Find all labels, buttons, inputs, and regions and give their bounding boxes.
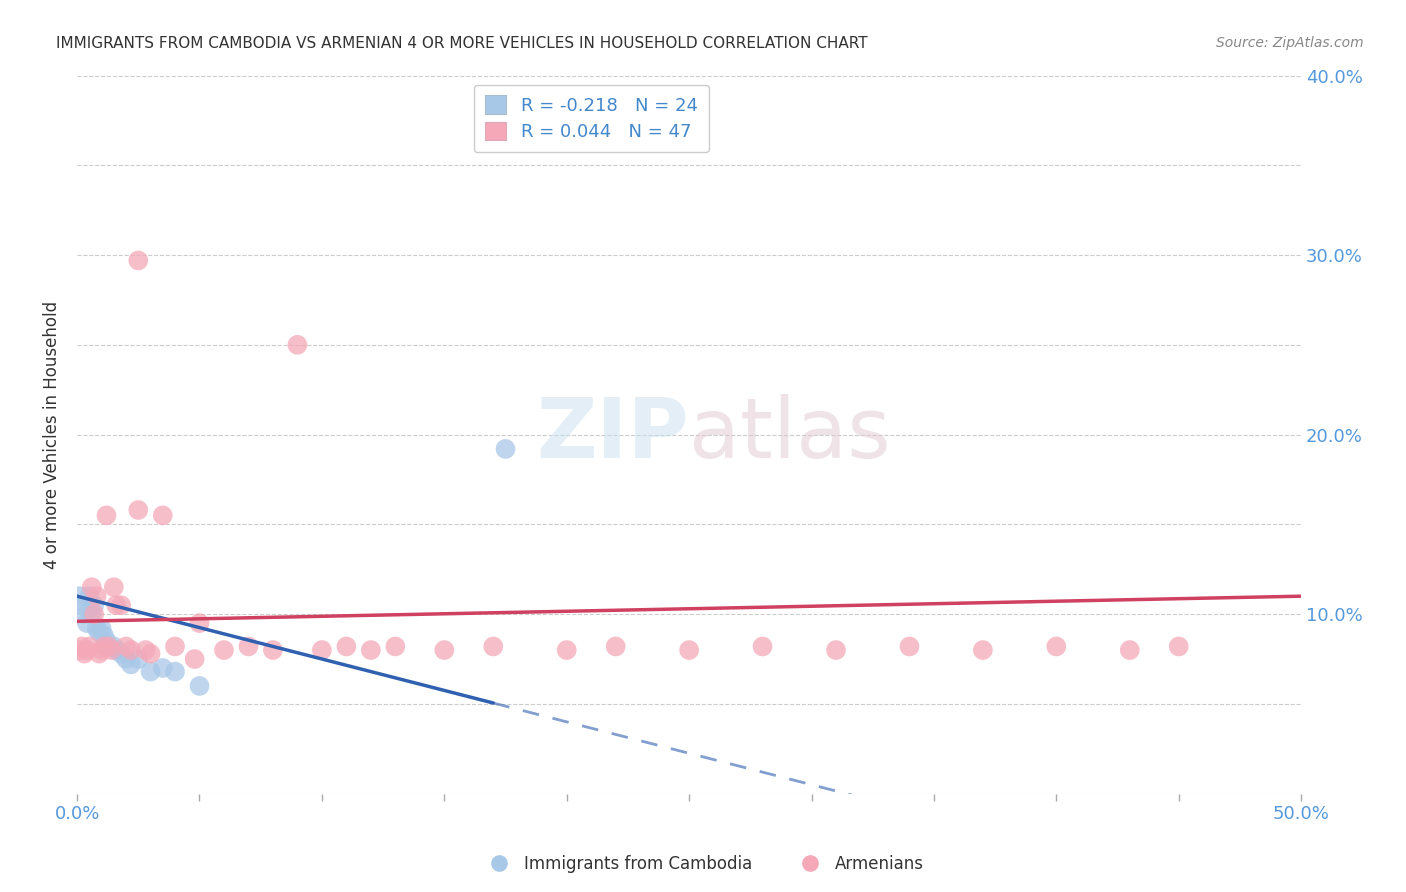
Point [73, 607, 96, 621]
Point [89, 625, 111, 640]
Point [96, 508, 118, 523]
Point [335, 640, 357, 654]
Point [825, 643, 848, 657]
Point [678, 643, 700, 657]
Point [127, 652, 149, 666]
Point [287, 338, 309, 352]
Y-axis label: 4 or more Vehicles in Household: 4 or more Vehicles in Household [44, 301, 60, 569]
Point [1045, 640, 1067, 654]
Point [70, 640, 93, 654]
Point [163, 640, 186, 654]
Point [212, 643, 235, 657]
Point [139, 647, 162, 661]
Point [183, 652, 205, 666]
Point [70, 598, 93, 612]
Point [80, 580, 103, 594]
Text: IMMIGRANTS FROM CAMBODIA VS ARMENIAN 4 OR MORE VEHICLES IN HOUSEHOLD CORRELATION: IMMIGRANTS FROM CAMBODIA VS ARMENIAN 4 O… [56, 36, 868, 51]
Point [90, 622, 112, 636]
Point [97, 640, 120, 654]
Legend: R = -0.218   N = 24, R = 0.044   N = 47: R = -0.218 N = 24, R = 0.044 N = 47 [474, 85, 709, 153]
Point [105, 598, 128, 612]
Point [115, 652, 138, 666]
Point [90, 643, 112, 657]
Point [433, 643, 456, 657]
Point [152, 661, 174, 675]
Point [127, 253, 149, 268]
Point [152, 508, 174, 523]
Point [360, 643, 382, 657]
Point [103, 580, 125, 594]
Point [86, 589, 108, 603]
Point [495, 442, 517, 456]
Point [76, 643, 98, 657]
Point [83, 607, 105, 621]
Point [384, 640, 406, 654]
Point [751, 640, 773, 654]
Point [110, 598, 132, 612]
Point [89, 647, 111, 661]
Point [115, 640, 138, 654]
Point [100, 643, 122, 657]
Point [163, 665, 186, 679]
Point [79, 640, 101, 654]
Point [188, 679, 211, 693]
Point [555, 643, 578, 657]
Point [79, 589, 101, 603]
Point [76, 616, 98, 631]
Point [482, 640, 505, 654]
Text: atlas: atlas [689, 394, 891, 475]
Point [103, 640, 125, 654]
Point [1119, 643, 1142, 657]
Point [93, 640, 115, 654]
Point [96, 634, 118, 648]
Point [1167, 640, 1189, 654]
Point [86, 622, 108, 636]
Point [262, 643, 284, 657]
Point [93, 629, 115, 643]
Point [188, 616, 211, 631]
Point [139, 665, 162, 679]
Point [972, 643, 994, 657]
Point [110, 647, 132, 661]
Point [69, 589, 91, 603]
Point [311, 643, 333, 657]
Text: ZIP: ZIP [537, 394, 689, 475]
Text: Source: ZipAtlas.com: Source: ZipAtlas.com [1216, 36, 1364, 50]
Point [83, 598, 105, 612]
Point [135, 643, 157, 657]
Point [73, 647, 96, 661]
Point [127, 503, 149, 517]
Point [80, 607, 103, 621]
Point [898, 640, 921, 654]
Legend: Immigrants from Cambodia, Armenians: Immigrants from Cambodia, Armenians [475, 848, 931, 880]
Point [69, 643, 91, 657]
Point [605, 640, 627, 654]
Point [120, 643, 142, 657]
Point [105, 643, 128, 657]
Point [120, 657, 142, 672]
Point [97, 640, 120, 654]
Point [238, 640, 260, 654]
